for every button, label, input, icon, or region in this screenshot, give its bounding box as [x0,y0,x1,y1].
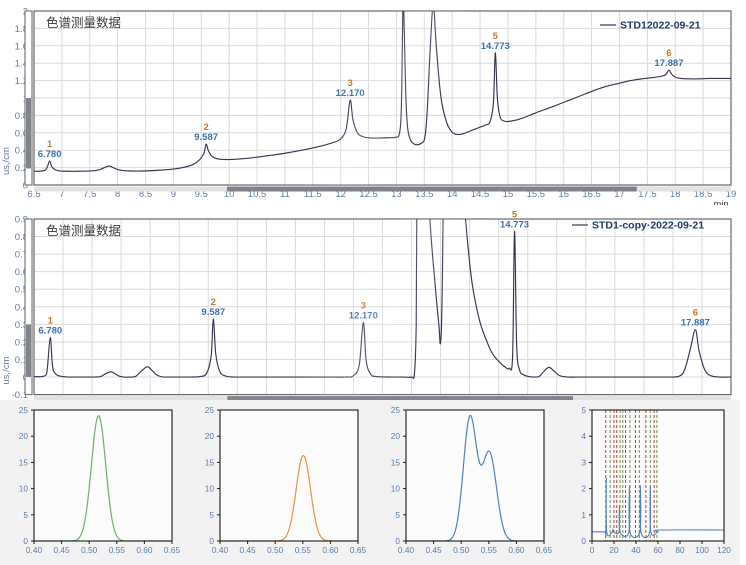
svg-text:5: 5 [23,510,28,520]
svg-text:0.40: 0.40 [398,545,415,555]
svg-text:9.587: 9.587 [201,307,225,318]
svg-text:0.50: 0.50 [81,545,98,555]
svg-text:0.45: 0.45 [54,545,71,555]
svg-text:100: 100 [695,545,709,555]
svg-text:6.780: 6.780 [38,326,62,337]
svg-text:15: 15 [19,457,29,467]
svg-text:0.65: 0.65 [536,545,553,555]
svg-text:3: 3 [581,457,586,467]
svg-text:40: 40 [631,545,641,555]
svg-text:5: 5 [395,510,400,520]
svg-text:12.170: 12.170 [336,88,365,99]
svg-text:15: 15 [391,457,401,467]
svg-text:0.40: 0.40 [212,545,229,555]
svg-text:17.887: 17.887 [681,318,710,329]
svg-text:20: 20 [19,431,29,441]
svg-text:15: 15 [205,457,215,467]
svg-text:0.55: 0.55 [295,545,312,555]
svg-text:5: 5 [581,405,586,415]
svg-text:0: 0 [23,536,28,546]
svg-text:0.65: 0.65 [350,545,367,555]
svg-text:60: 60 [653,545,663,555]
svg-text:0.50: 0.50 [453,545,470,555]
svg-text:STD12022-09-21: STD12022-09-21 [620,20,701,32]
svg-text:5: 5 [209,510,214,520]
svg-text:25: 25 [19,405,29,415]
svg-text:0.55: 0.55 [481,545,498,555]
svg-text:0: 0 [581,536,586,546]
svg-text:17.887: 17.887 [654,58,683,69]
svg-text:0: 0 [590,545,595,555]
svg-text:色谱测量数据: 色谱测量数据 [46,223,121,238]
svg-text:0.55: 0.55 [109,545,126,555]
svg-text:0: 0 [395,536,400,546]
svg-text:80: 80 [675,545,685,555]
svg-text:14.773: 14.773 [481,41,510,52]
svg-text:0.50: 0.50 [267,545,284,555]
svg-text:us,/cm: us,/cm [1,357,12,385]
svg-text:0.60: 0.60 [136,545,153,555]
svg-text:色谱测量数据: 色谱测量数据 [46,15,121,30]
svg-text:1: 1 [581,510,586,520]
svg-text:STD1-copy·2022-09-21: STD1-copy·2022-09-21 [592,220,704,232]
svg-text:us,/cm: us,/cm [1,147,12,175]
svg-text:12.170: 12.170 [349,311,378,322]
svg-text:20: 20 [391,431,401,441]
svg-text:10: 10 [205,484,215,494]
svg-text:20: 20 [205,431,215,441]
svg-text:2: 2 [581,484,586,494]
svg-text:0.45: 0.45 [240,545,257,555]
svg-text:0.45: 0.45 [426,545,443,555]
svg-text:9.587: 9.587 [194,132,218,143]
svg-text:0: 0 [209,536,214,546]
svg-text:25: 25 [391,405,401,415]
svg-text:0.40: 0.40 [26,545,43,555]
svg-text:10: 10 [19,484,29,494]
svg-text:14.773: 14.773 [500,219,529,230]
svg-text:120: 120 [717,545,731,555]
svg-text:25: 25 [205,405,215,415]
svg-text:20: 20 [609,545,619,555]
svg-text:6.780: 6.780 [38,149,62,160]
svg-text:10: 10 [391,484,401,494]
svg-text:0.60: 0.60 [322,545,339,555]
svg-text:0.60: 0.60 [508,545,525,555]
svg-text:4: 4 [581,431,586,441]
svg-text:0.65: 0.65 [164,545,181,555]
